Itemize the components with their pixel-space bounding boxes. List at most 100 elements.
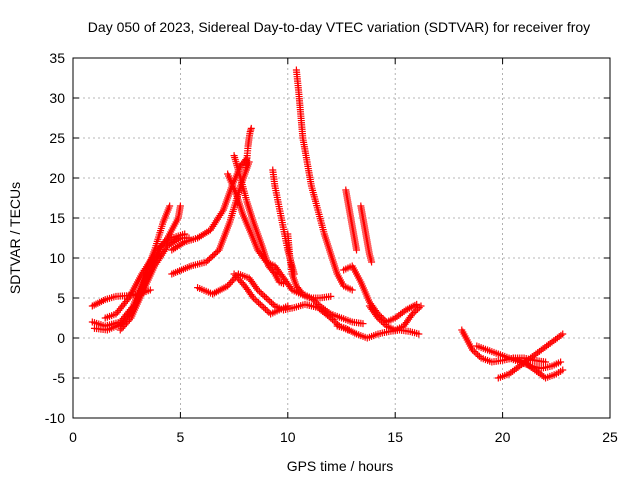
data-point (330, 317, 338, 325)
data-point (332, 319, 340, 327)
y-tick-label: 10 (49, 250, 65, 266)
data-point (314, 300, 322, 308)
data-point (381, 320, 389, 328)
data-point (266, 297, 274, 305)
data-point (374, 314, 382, 322)
series-arc-24 (509, 354, 567, 382)
data-point (121, 321, 129, 329)
data-point (204, 257, 212, 264)
data-point (262, 294, 270, 302)
plot-border (72, 57, 611, 419)
series-arc-4 (116, 234, 193, 334)
data-point (270, 268, 278, 276)
data-point (269, 300, 277, 308)
data-point (248, 292, 256, 300)
data-point (166, 202, 174, 210)
data-point (249, 294, 257, 302)
y-axis-ticks: -10 -5 0 5 10 15 20 25 30 35 (45, 50, 610, 426)
data-point (407, 312, 415, 320)
series-arc-8 (242, 124, 255, 174)
data-point (207, 254, 215, 261)
y-tick-label: 15 (49, 210, 65, 226)
data-point (307, 294, 315, 302)
data-point (255, 299, 263, 307)
data-point (259, 291, 267, 299)
data-point (348, 286, 356, 294)
data-point (236, 277, 244, 285)
data-point (559, 366, 567, 374)
series-arc-14 (284, 230, 367, 328)
series-arc-22 (473, 342, 565, 372)
data-point (235, 275, 243, 283)
data-point (470, 348, 478, 356)
data-point (313, 299, 321, 307)
x-tick-label: 20 (495, 429, 511, 445)
data-point (376, 316, 384, 324)
y-tick-label: 35 (49, 50, 65, 66)
data-point (253, 297, 261, 305)
data-point (124, 317, 132, 325)
data-point (255, 288, 263, 296)
data-point (415, 330, 423, 338)
series-arc-23 (494, 330, 567, 382)
data-point (309, 296, 317, 304)
series-arc-17 (357, 202, 376, 266)
data-point (251, 296, 259, 304)
x-tick-label: 15 (387, 429, 403, 445)
data-point (417, 302, 425, 310)
data-point (224, 282, 232, 290)
series-arc-18 (340, 262, 421, 326)
data-point (327, 292, 335, 300)
data-point (233, 273, 241, 281)
data-point (238, 279, 246, 287)
series-arc-12 (230, 270, 292, 318)
data-point (267, 299, 275, 307)
y-axis-label: SDTVAR / TECUs (7, 182, 23, 294)
data-point (377, 317, 385, 325)
data-point (257, 289, 265, 297)
data-point (260, 304, 268, 312)
data-point (253, 284, 261, 292)
x-tick-label: 25 (602, 429, 618, 445)
data-point (232, 272, 240, 280)
data-point (227, 279, 235, 287)
data-point (368, 258, 376, 266)
data-point (209, 252, 217, 260)
data-point (359, 320, 367, 328)
series-arc-9 (230, 152, 288, 288)
series-arc-20 (365, 302, 425, 334)
chart-title: Day 050 of 2023, Sidereal Day-to-day VTE… (88, 19, 590, 35)
data-point (212, 249, 220, 257)
data-point (373, 312, 381, 320)
data-point (469, 346, 477, 354)
data-point (119, 323, 127, 331)
y-tick-label: 30 (49, 90, 65, 106)
y-tick-label: -10 (45, 410, 65, 426)
data-point (202, 258, 210, 266)
data-point (412, 307, 420, 315)
data-point (258, 302, 266, 310)
data-point (557, 358, 565, 366)
data-point (230, 270, 238, 278)
data-point (353, 246, 361, 254)
x-axis-label: GPS time / hours (287, 458, 394, 474)
data-point (284, 302, 292, 310)
data-point (254, 286, 262, 294)
series-arc-16 (342, 186, 361, 254)
data-point (261, 305, 269, 313)
data-point (472, 349, 480, 357)
data-point (122, 319, 130, 327)
data-point (118, 324, 126, 332)
data-point (379, 319, 387, 327)
data-point (311, 297, 319, 305)
data-point (125, 316, 133, 324)
data-point (210, 251, 218, 258)
data-point (264, 296, 272, 304)
series-arc-15 (292, 66, 356, 294)
data-point (475, 352, 483, 360)
data-point (116, 326, 124, 334)
data-point (261, 292, 269, 300)
data-point (410, 308, 418, 316)
series-arc-5 (88, 286, 154, 310)
